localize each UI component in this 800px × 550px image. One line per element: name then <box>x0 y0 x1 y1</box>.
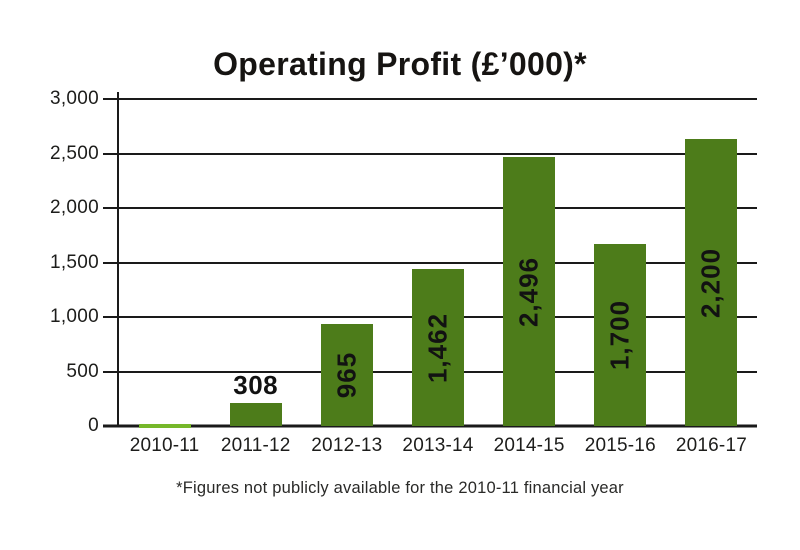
bar-2010-11 <box>138 423 191 428</box>
bar-2011-12: 308 <box>229 370 282 426</box>
y-axis-tick-label: 500 <box>66 360 99 382</box>
bar-2014-15: 2,496 <box>503 157 556 426</box>
x-axis-labels: 2010-11 2011-12 2012-13 2013-14 2014-15 2015-… <box>119 435 757 457</box>
x-axis-category-label: 2013-14 <box>402 435 474 456</box>
bar-value-label: 2,200 <box>695 247 726 318</box>
chart-title: Operating Profit (£’000)* <box>213 46 587 82</box>
bar-slot-2011-12: 308 <box>210 99 301 426</box>
x-axis-baseline <box>103 424 757 428</box>
bar-2016-17: 2,200 <box>685 139 738 426</box>
x-axis-category-label: 2015-16 <box>584 435 656 456</box>
y-axis-tick-label: 1,000 <box>49 306 99 327</box>
y-axis-tick-label: 3,000 <box>49 88 99 109</box>
gridline <box>103 98 757 100</box>
bar-slot-2012-13: 965 <box>301 99 392 426</box>
x-axis-category-label: 2012-13 <box>311 435 383 456</box>
bar-slot-2014-15: 2,496 <box>484 99 575 426</box>
y-axis-tick-label: 2,500 <box>49 142 99 164</box>
bar-value-label: 2,496 <box>513 256 544 327</box>
bar-slot-2016-17: 2,200 <box>666 99 757 426</box>
x-axis-category-label: 2014-15 <box>493 435 565 456</box>
y-axis-tick-label: 2,000 <box>49 197 99 218</box>
bar-value-label: 965 <box>331 351 362 399</box>
bars-layer: 308 965 1,462 2,496 1,700 2,200 <box>119 99 757 428</box>
plot-area: 3,000 2,500 2,000 1,500 1,000 500 0 308 965 1,46… <box>50 88 757 456</box>
chart-footnote: *Figures not publicly available for the … <box>176 479 624 497</box>
y-axis-tick-label: 1,500 <box>49 251 99 273</box>
bar-value-label: 1,700 <box>604 299 635 371</box>
bar-value-label: 1,462 <box>422 312 453 383</box>
bar-slot-2010-11 <box>119 99 210 428</box>
bar-value-label: 308 <box>233 370 279 401</box>
bar-2013-14: 1,462 <box>411 269 464 426</box>
x-axis-category-label: 2011-12 <box>220 435 291 456</box>
gridline <box>103 207 757 209</box>
x-axis-category-label: 2010-11 <box>129 435 200 456</box>
bar-slot-2013-14: 1,462 <box>392 99 483 426</box>
bar-slot-2015-16: 1,700 <box>575 99 666 426</box>
gridline <box>103 261 757 264</box>
gridline <box>103 152 757 155</box>
bar-2012-13: 965 <box>320 323 373 426</box>
x-axis-category-label: 2016-17 <box>675 435 747 456</box>
y-axis-tick-label: 0 <box>88 415 99 436</box>
bar-2015-16: 1,700 <box>594 243 647 426</box>
y-axis-line <box>117 92 119 427</box>
